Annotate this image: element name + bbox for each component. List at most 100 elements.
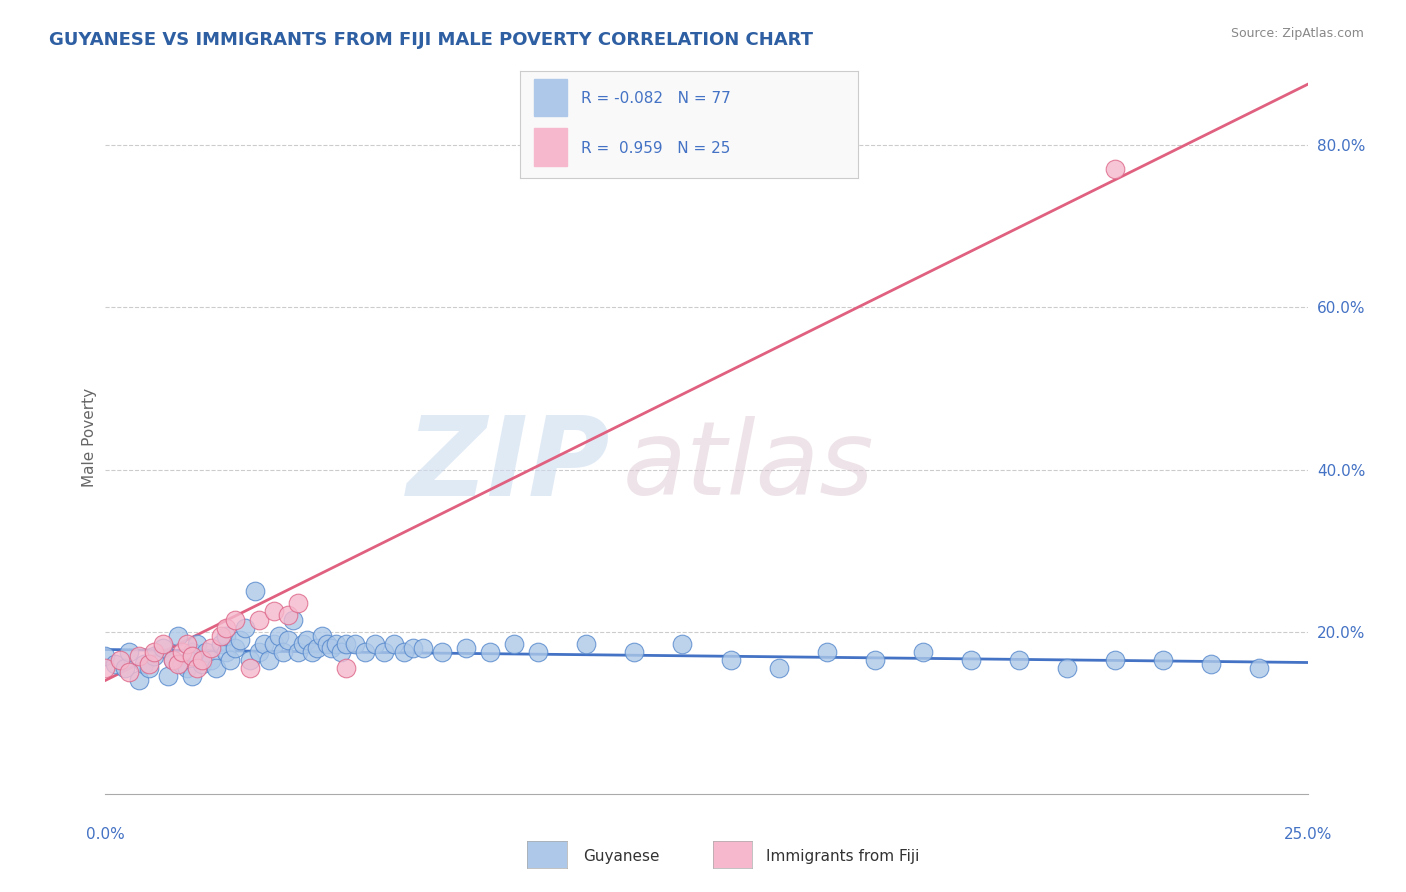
- Point: [181, 669, 204, 683]
- Point: [911, 645, 934, 659]
- Point: [373, 645, 395, 659]
- Point: [94, 661, 117, 675]
- Point: [181, 645, 204, 659]
- Point: [257, 653, 280, 667]
- Point: [527, 645, 550, 659]
- Point: [186, 637, 208, 651]
- Point: [205, 661, 228, 675]
- Point: [172, 657, 194, 672]
- Point: [200, 640, 222, 655]
- Point: [142, 648, 165, 663]
- Point: [94, 648, 117, 663]
- Point: [219, 653, 242, 667]
- Point: [209, 629, 232, 643]
- Point: [454, 640, 477, 655]
- Point: [132, 657, 155, 672]
- Point: [960, 653, 983, 667]
- Point: [108, 653, 131, 667]
- Point: [287, 645, 309, 659]
- Point: [1249, 661, 1271, 675]
- Point: [176, 661, 198, 675]
- Point: [162, 653, 184, 667]
- Point: [239, 653, 262, 667]
- Point: [330, 645, 353, 659]
- Point: [128, 673, 150, 688]
- Point: [311, 629, 333, 643]
- Point: [142, 645, 165, 659]
- Point: [247, 645, 270, 659]
- Point: [575, 637, 598, 651]
- Point: [1056, 661, 1078, 675]
- Text: R = -0.082   N = 77: R = -0.082 N = 77: [581, 91, 731, 105]
- Text: atlas: atlas: [623, 416, 875, 516]
- Point: [335, 637, 357, 651]
- Point: [815, 645, 838, 659]
- Bar: [534, 128, 568, 166]
- Point: [503, 637, 526, 651]
- Point: [138, 661, 160, 675]
- Point: [335, 661, 357, 675]
- Point: [253, 637, 276, 651]
- Point: [214, 629, 236, 643]
- Text: 25.0%: 25.0%: [1284, 827, 1331, 841]
- Point: [181, 648, 204, 663]
- Point: [263, 604, 285, 618]
- Text: Source: ZipAtlas.com: Source: ZipAtlas.com: [1230, 27, 1364, 40]
- Point: [229, 632, 252, 647]
- Point: [325, 637, 347, 651]
- Point: [1201, 657, 1223, 672]
- Point: [354, 645, 377, 659]
- Text: Guyanese: Guyanese: [583, 849, 659, 863]
- Point: [166, 657, 188, 672]
- Point: [214, 621, 236, 635]
- Point: [118, 665, 141, 680]
- Point: [209, 637, 232, 651]
- Point: [195, 645, 218, 659]
- Point: [1104, 162, 1126, 177]
- Point: [224, 613, 246, 627]
- Point: [344, 637, 367, 651]
- Point: [402, 640, 425, 655]
- Point: [247, 613, 270, 627]
- Point: [287, 596, 309, 610]
- Point: [239, 661, 262, 675]
- Point: [301, 645, 323, 659]
- Point: [128, 648, 150, 663]
- Text: Immigrants from Fiji: Immigrants from Fiji: [766, 849, 920, 863]
- Point: [243, 584, 266, 599]
- Point: [382, 637, 405, 651]
- Point: [263, 637, 285, 651]
- Point: [623, 645, 645, 659]
- Point: [315, 637, 337, 651]
- Point: [430, 645, 453, 659]
- Point: [152, 637, 174, 651]
- Point: [392, 645, 415, 659]
- Point: [281, 613, 304, 627]
- Point: [277, 632, 299, 647]
- Point: [291, 637, 314, 651]
- Point: [297, 632, 319, 647]
- Point: [720, 653, 742, 667]
- Text: 0.0%: 0.0%: [86, 827, 125, 841]
- Point: [156, 669, 179, 683]
- Text: ZIP: ZIP: [406, 412, 610, 519]
- Point: [273, 645, 295, 659]
- Point: [166, 629, 188, 643]
- Text: R =  0.959   N = 25: R = 0.959 N = 25: [581, 141, 730, 156]
- Point: [768, 661, 790, 675]
- Y-axis label: Male Poverty: Male Poverty: [82, 387, 97, 487]
- Bar: [534, 78, 568, 116]
- Point: [200, 653, 222, 667]
- Point: [233, 621, 256, 635]
- Text: GUYANESE VS IMMIGRANTS FROM FIJI MALE POVERTY CORRELATION CHART: GUYANESE VS IMMIGRANTS FROM FIJI MALE PO…: [49, 31, 813, 49]
- Point: [162, 653, 184, 667]
- Point: [224, 640, 246, 655]
- Point: [172, 645, 194, 659]
- Point: [186, 661, 208, 675]
- Point: [190, 657, 212, 672]
- Point: [364, 637, 387, 651]
- Point: [321, 640, 343, 655]
- Point: [267, 629, 290, 643]
- Point: [479, 645, 502, 659]
- Point: [277, 608, 299, 623]
